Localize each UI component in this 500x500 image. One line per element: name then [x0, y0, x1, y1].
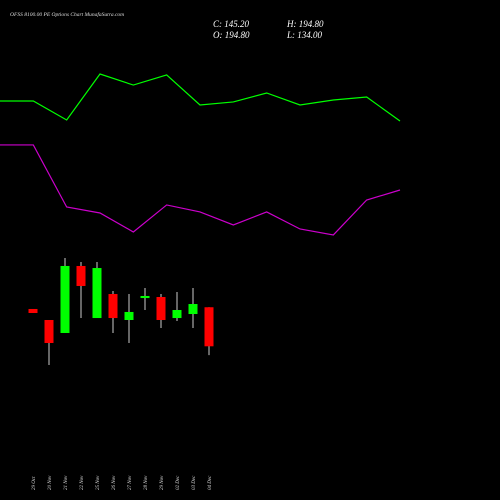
x-tick-label: 26 Nov — [112, 475, 117, 490]
candle-body — [204, 307, 214, 347]
candle-body — [108, 294, 118, 319]
open-label: O: 194.80 — [213, 30, 250, 40]
low-label: L: 134.00 — [286, 30, 323, 40]
high-label: H: 194.80 — [286, 19, 324, 29]
x-tick-label: 28 Nov — [144, 475, 149, 490]
candle-body — [172, 310, 182, 319]
x-tick-label: 22 Nov — [80, 475, 85, 490]
close-label: C: 145.20 — [213, 19, 250, 29]
candle-body — [156, 297, 166, 320]
line-series — [0, 73, 401, 122]
candle-body — [92, 268, 102, 319]
x-tick-label: 29 Nov — [160, 475, 165, 490]
candle-body — [44, 320, 54, 343]
chart-title: OFSS 8100.00 PE Options Chart MunafaSutr… — [10, 11, 124, 18]
x-tick-label: 21 Nov — [64, 475, 69, 490]
x-tick-label: 04 Dec — [208, 475, 213, 490]
candle-body — [140, 295, 150, 299]
x-tick-label: 20 Nov — [48, 475, 53, 490]
x-tick-label: 29 Oct — [32, 476, 37, 490]
candle-body — [76, 265, 86, 286]
x-tick-label: 02 Dec — [176, 475, 181, 490]
x-tick-label: 25 Nov — [96, 475, 101, 490]
candle-body — [188, 304, 198, 315]
line-series — [0, 144, 401, 236]
candle-body — [28, 308, 38, 313]
x-tick-label: 27 Nov — [128, 475, 133, 490]
candle-body — [124, 311, 134, 320]
x-tick-label: 03 Dec — [192, 475, 197, 490]
candle-body — [60, 265, 70, 333]
